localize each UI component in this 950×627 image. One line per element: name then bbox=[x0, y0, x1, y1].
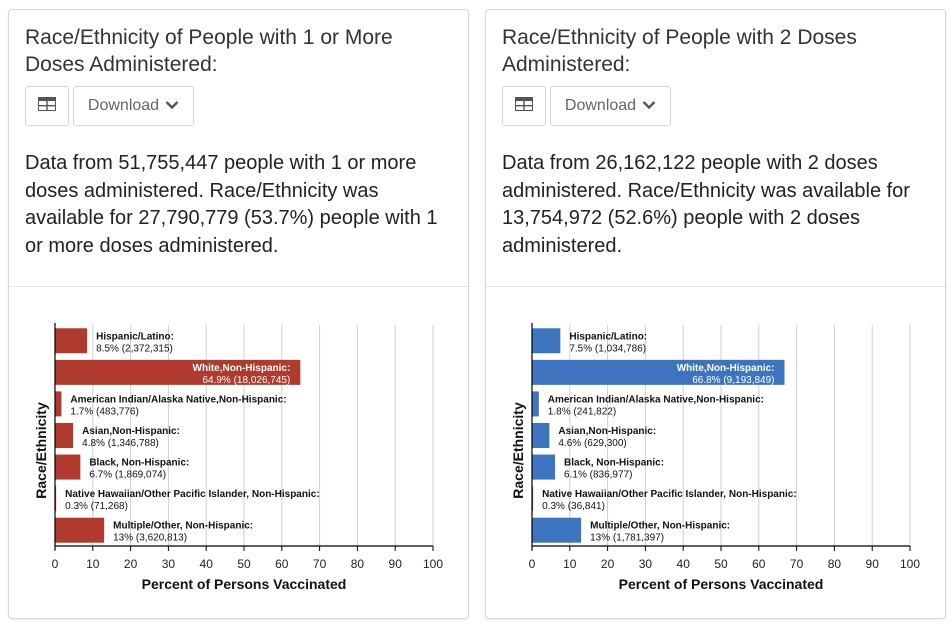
download-button[interactable]: Download bbox=[73, 86, 194, 126]
bar bbox=[532, 328, 561, 354]
x-axis-title: Percent of Persons Vaccinated bbox=[142, 576, 347, 592]
x-tick-label: 70 bbox=[313, 557, 327, 571]
bar bbox=[532, 423, 550, 448]
category-label: Hispanic/Latino: bbox=[569, 331, 647, 342]
bar bbox=[532, 359, 785, 385]
category-label: Multiple/Other, Non-Hispanic: bbox=[113, 521, 253, 532]
x-tick-label: 40 bbox=[200, 557, 214, 571]
bar bbox=[55, 423, 74, 448]
bar bbox=[532, 454, 556, 480]
chart-svg: Hispanic/Latino:7.5% (1,034,786) White,No… bbox=[510, 323, 920, 592]
bar bbox=[55, 391, 62, 417]
bar-chart-2-doses: Hispanic/Latino: 7.5% (1,034,786) White,No… bbox=[486, 287, 945, 618]
x-tick-label: 90 bbox=[389, 557, 403, 571]
x-tick-label: 80 bbox=[351, 557, 365, 571]
data-label: 0.3% (71,268) bbox=[65, 501, 128, 512]
card-title: Race/Ethnicity of People with 2 Doses Ad… bbox=[502, 26, 857, 76]
y-axis-title: Race/Ethnicity bbox=[33, 402, 49, 499]
category-label: White,Non-Hispanic: bbox=[193, 363, 291, 374]
data-label: 7.5% (1,034,786) bbox=[569, 343, 646, 354]
card-description: Data from 26,162,122 people with 2 doses… bbox=[502, 152, 910, 257]
x-tick-label: 100 bbox=[900, 557, 920, 571]
download-button[interactable]: Download bbox=[550, 86, 671, 126]
bar bbox=[532, 391, 539, 417]
bar-chart-1plus-doses: Hispanic/Latino: 8.5% (2,372,315) White,No… bbox=[9, 287, 468, 618]
data-label: 6.7% (1,869,074) bbox=[89, 470, 166, 481]
x-tick-label: 60 bbox=[752, 557, 766, 571]
category-label: Asian,Non-Hispanic: bbox=[82, 426, 180, 437]
x-tick-label: 10 bbox=[563, 557, 577, 571]
table-view-button[interactable] bbox=[25, 86, 69, 126]
data-label: 8.5% (2,372,315) bbox=[96, 343, 173, 354]
x-axis-title: Percent of Persons Vaccinated bbox=[619, 576, 824, 592]
x-tick-label: 90 bbox=[866, 557, 880, 571]
category-label: Black, Non-Hispanic: bbox=[89, 458, 189, 469]
table-icon bbox=[38, 96, 56, 116]
vaccination-card-2-doses: Race/Ethnicity of People with 2 Doses Ad… bbox=[485, 9, 946, 619]
category-label: Asian,Non-Hispanic: bbox=[558, 426, 656, 437]
category-label: Multiple/Other, Non-Hispanic: bbox=[590, 521, 730, 532]
data-label: 64.9% (18,026,745) bbox=[202, 375, 290, 386]
divider bbox=[486, 286, 945, 287]
x-tick-label: 100 bbox=[423, 557, 443, 571]
x-tick-label: 10 bbox=[86, 557, 100, 571]
data-label: 13% (1,781,397) bbox=[590, 533, 664, 544]
category-label: White,Non-Hispanic: bbox=[677, 363, 775, 374]
x-tick-label: 30 bbox=[162, 557, 176, 571]
x-tick-label: 50 bbox=[714, 557, 728, 571]
bar bbox=[55, 517, 105, 543]
divider bbox=[9, 286, 468, 287]
data-label: 4.8% (1,346,788) bbox=[82, 438, 159, 449]
category-label: American Indian/Alaska Native,Non-Hispan… bbox=[548, 394, 764, 405]
category-label: Black, Non-Hispanic: bbox=[564, 458, 664, 469]
data-label: 0.3% (36,841) bbox=[542, 501, 605, 512]
table-view-button[interactable] bbox=[502, 86, 546, 126]
x-tick-label: 60 bbox=[275, 557, 289, 571]
x-tick-label: 80 bbox=[828, 557, 842, 571]
card-description: Data from 51,755,447 people with 1 or mo… bbox=[25, 152, 438, 257]
bar bbox=[532, 517, 582, 543]
chevron-down-icon bbox=[642, 97, 656, 115]
x-tick-label: 30 bbox=[639, 557, 653, 571]
data-label: 1.7% (483,776) bbox=[70, 406, 138, 417]
category-label: Native Hawaiian/Other Pacific Islander, … bbox=[542, 489, 797, 500]
category-label: Hispanic/Latino: bbox=[96, 331, 174, 342]
bar bbox=[55, 359, 301, 385]
category-label: Native Hawaiian/Other Pacific Islander, … bbox=[65, 489, 320, 500]
y-axis-title: Race/Ethnicity bbox=[510, 402, 526, 499]
x-tick-label: 50 bbox=[237, 557, 251, 571]
x-tick-label: 70 bbox=[790, 557, 804, 571]
card-title: Race/Ethnicity of People with 1 or More … bbox=[25, 26, 393, 76]
category-label: American Indian/Alaska Native,Non-Hispan… bbox=[70, 394, 286, 405]
download-label: Download bbox=[87, 97, 160, 114]
x-tick-label: 0 bbox=[529, 557, 536, 571]
chevron-down-icon bbox=[165, 97, 179, 115]
bar bbox=[55, 328, 88, 354]
data-label: 66.8% (9,193,849) bbox=[692, 375, 774, 386]
table-icon bbox=[515, 96, 533, 116]
x-tick-label: 0 bbox=[52, 557, 59, 571]
data-label: 6.1% (836,977) bbox=[564, 470, 632, 481]
data-label: 1.8% (241,822) bbox=[548, 406, 616, 417]
data-label: 13% (3,620,813) bbox=[113, 533, 187, 544]
x-tick-label: 40 bbox=[677, 557, 691, 571]
data-label: 4.6% (629,300) bbox=[558, 438, 626, 449]
vaccination-card-1plus-doses: Race/Ethnicity of People with 1 or More … bbox=[8, 9, 469, 619]
x-tick-label: 20 bbox=[124, 557, 138, 571]
chart-svg: Hispanic/Latino:8.5% (2,372,315) White,No… bbox=[33, 323, 443, 592]
download-label: Download bbox=[564, 97, 637, 114]
bar bbox=[55, 454, 81, 480]
x-tick-label: 20 bbox=[601, 557, 615, 571]
